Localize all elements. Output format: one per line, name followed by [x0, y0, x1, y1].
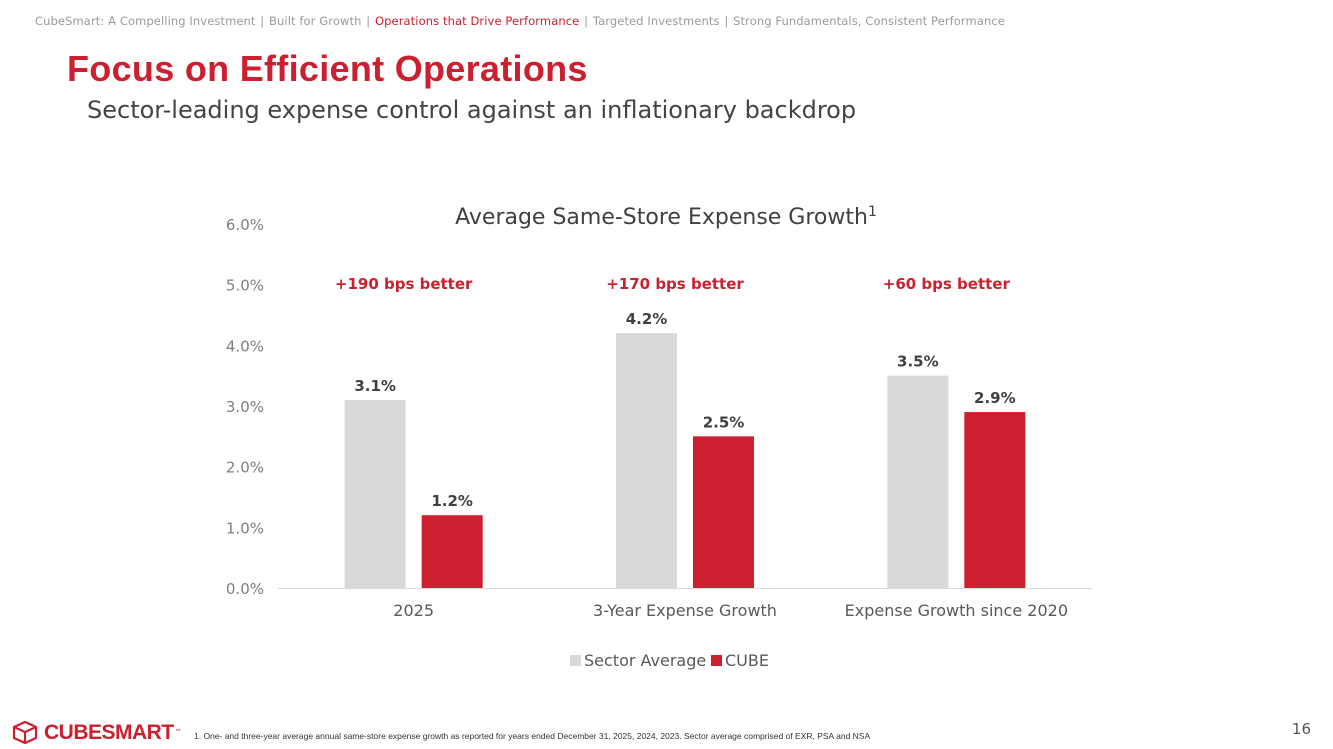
- legend-swatch: [570, 655, 581, 666]
- chart-title-text: Average Same-Store Expense Growth: [455, 205, 868, 230]
- breadcrumb-item[interactable]: Targeted Investments: [592, 14, 720, 28]
- y-tick-label: 1.0%: [226, 519, 264, 537]
- page-subtitle: Sector-leading expense control against a…: [87, 96, 857, 124]
- cubesmart-logo: CUBESMART ™: [12, 720, 182, 744]
- data-label: 2.9%: [974, 389, 1016, 407]
- chart-title: Average Same-Store Expense Growth1: [455, 204, 877, 230]
- page-number: 16: [1291, 720, 1311, 738]
- data-label: 1.2%: [431, 492, 473, 510]
- logo-wordmark: CUBESMART: [44, 720, 174, 744]
- breadcrumb-item[interactable]: Operations that Drive Performance: [374, 14, 580, 28]
- chart-title-superscript: 1: [868, 204, 877, 220]
- x-tick-label: Expense Growth since 2020: [845, 601, 1068, 620]
- legend-label: Sector Average: [584, 651, 706, 670]
- bar-sector-average: [616, 333, 677, 588]
- x-tick-label: 3-Year Expense Growth: [593, 601, 777, 620]
- breadcrumb-separator: |: [256, 14, 269, 28]
- data-label: 2.5%: [703, 413, 745, 431]
- annotation-bps-better: +170 bps better: [606, 275, 744, 293]
- data-label: 4.2%: [626, 310, 668, 328]
- legend-swatch: [711, 655, 722, 666]
- breadcrumb: CubeSmart: A Compelling Investment | Bui…: [35, 14, 1005, 28]
- y-tick-label: 2.0%: [226, 459, 264, 477]
- breadcrumb-item[interactable]: CubeSmart: A Compelling Investment: [35, 14, 256, 28]
- bar-cube: [693, 436, 754, 588]
- breadcrumb-item[interactable]: Built for Growth: [269, 14, 362, 28]
- breadcrumb-separator: |: [720, 14, 733, 28]
- bar-cube: [964, 412, 1026, 588]
- y-tick-label: 5.0%: [226, 277, 264, 295]
- cube-logo-icon: [12, 720, 38, 744]
- annotation-bps-better: +190 bps better: [335, 275, 473, 293]
- bar-cube: [421, 515, 483, 588]
- y-tick-label: 4.0%: [226, 337, 264, 355]
- bar-sector-average: [887, 375, 949, 588]
- y-tick-label: 0.0%: [226, 580, 264, 598]
- annotation-bps-better: +60 bps better: [883, 275, 1011, 293]
- data-label: 3.5%: [897, 353, 939, 371]
- breadcrumb-separator: |: [580, 14, 592, 28]
- data-label: 3.1%: [354, 377, 396, 395]
- bar-sector-average: [344, 399, 406, 588]
- breadcrumb-item[interactable]: Strong Fundamentals, Consistent Performa…: [733, 14, 1005, 28]
- x-tick-label: 2025: [393, 601, 434, 620]
- y-tick-label: 3.0%: [226, 398, 264, 416]
- legend-label: CUBE: [725, 651, 769, 670]
- page-title: Focus on Efficient Operations: [67, 48, 588, 89]
- breadcrumb-separator: |: [362, 14, 374, 28]
- logo-trademark: ™: [174, 728, 182, 736]
- footnote: 1. One- and three-year average annual sa…: [194, 731, 871, 741]
- y-tick-label: 6.0%: [226, 216, 264, 234]
